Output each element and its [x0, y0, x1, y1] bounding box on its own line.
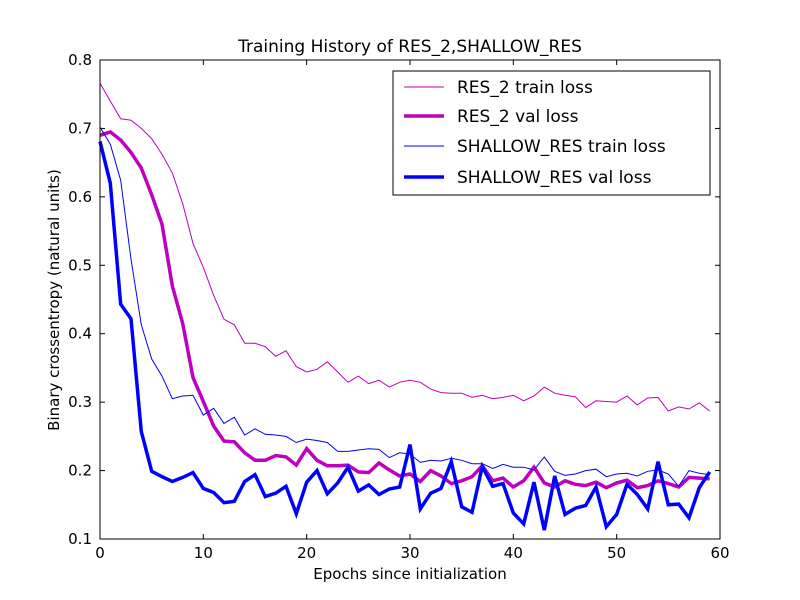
legend-label-2: SHALLOW_RES train loss [457, 137, 666, 157]
y-tick-label: 0.5 [68, 256, 92, 274]
x-tick-label: 30 [400, 544, 419, 562]
y-tick-label: 0.8 [68, 51, 92, 69]
series-line-3 [98, 140, 712, 531]
axis-ticks: 0 10 20 30 40 50 60 0.1 0.2 0.3 0.4 0.5 0.6 0.7 0.8 [68, 51, 729, 562]
y-tick-label: 0.7 [68, 119, 92, 137]
legend-label-0: RES_2 train loss [457, 78, 593, 98]
y-axis-label: Binary crossentropy (natural units) [45, 169, 63, 431]
legend-label-1: RES_2 val loss [457, 107, 579, 127]
x-tick-label: 10 [194, 544, 213, 562]
x-axis-label: Epochs since initialization [313, 565, 506, 583]
y-tick-label: 0.4 [68, 325, 92, 343]
legend-label-3: SHALLOW_RES val loss [457, 168, 652, 188]
x-tick-label: 20 [297, 544, 316, 562]
y-tick-label: 0.2 [68, 462, 92, 480]
x-tick-label: 50 [607, 544, 626, 562]
legend: RES_2 train loss RES_2 val loss SHALLOW_RE… [392, 70, 711, 196]
plot-lines [98, 83, 712, 531]
chart-title: Training History of RES_2,SHALLOW_RES [237, 37, 582, 57]
y-tick-label: 0.3 [68, 393, 92, 411]
x-tick-label: 60 [710, 544, 729, 562]
x-tick-label: 0 [95, 544, 105, 562]
x-tick-label: 40 [504, 544, 523, 562]
series-line-0 [99, 83, 711, 412]
y-tick-label: 0.1 [68, 530, 92, 548]
legend-box [392, 70, 711, 196]
series-line-1 [99, 129, 710, 490]
series-line-2 [99, 126, 710, 488]
y-tick-label: 0.6 [68, 188, 92, 206]
